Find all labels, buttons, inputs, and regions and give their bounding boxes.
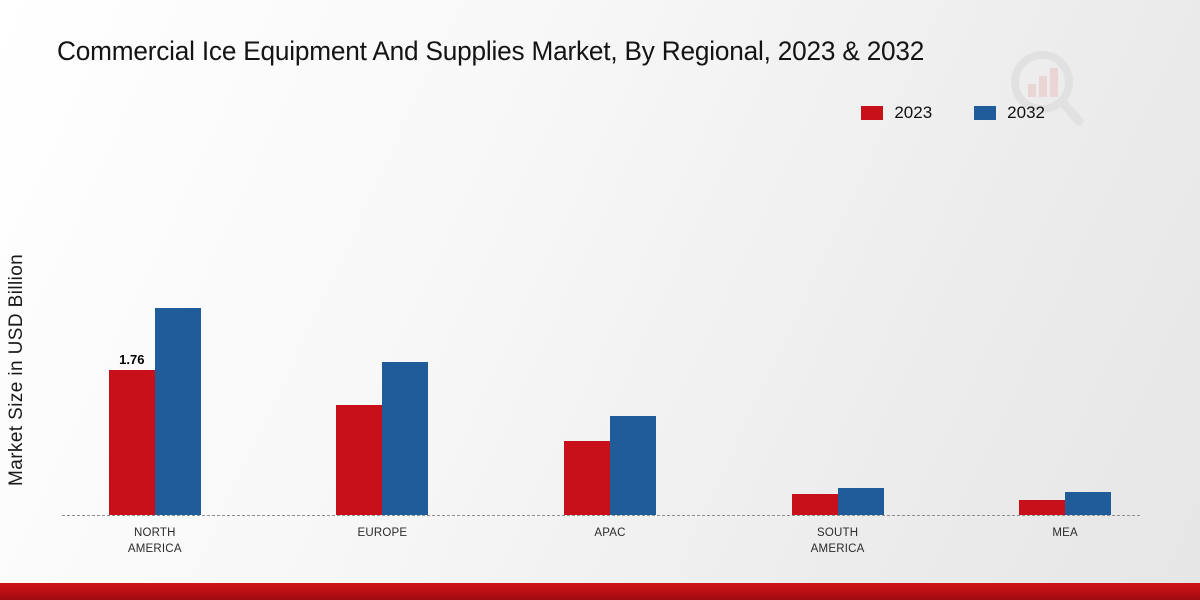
bar-2023-europe <box>336 405 383 515</box>
bar-groups: 1.76 <box>41 284 1179 515</box>
chart-title: Commercial Ice Equipment And Supplies Ma… <box>57 36 925 66</box>
bar-2023-apac <box>563 441 610 515</box>
legend-item-2023: 2023 <box>861 103 932 123</box>
legend-label-2032: 2032 <box>1007 103 1045 122</box>
legend-item-2032: 2032 <box>974 103 1045 123</box>
y-axis-label: Market Size in USD Billion <box>6 253 27 487</box>
bar-group-apac <box>563 416 656 515</box>
x-axis-baseline <box>62 515 1140 516</box>
category-label-europe: EUROPE <box>357 527 408 539</box>
bar-group-europe <box>336 362 429 515</box>
bar-group-north-america: 1.76 <box>108 308 201 515</box>
category-axis-labels: NORTH AMERICA EUROPE APAC SOUTH AMERICA MEA <box>41 525 1179 557</box>
category-label-north-america: NORTH AMERICA <box>127 527 182 556</box>
bar-2032-north-america <box>154 308 201 515</box>
legend: 2023 2032 <box>861 103 1045 123</box>
bar-2032-europe <box>382 362 429 515</box>
bar-group-south-america <box>791 488 884 515</box>
bar-2023-north-america <box>108 370 155 515</box>
bar-2023-south-america <box>791 494 838 515</box>
bar-group-mea <box>1019 492 1112 515</box>
bar-2032-mea <box>1065 492 1112 515</box>
footer-red-band <box>0 583 1200 600</box>
category-label-apac: APAC <box>594 527 626 539</box>
category-label-mea: MEA <box>1052 527 1078 539</box>
bar-2023-mea <box>1019 500 1066 515</box>
legend-swatch-2032 <box>974 106 997 120</box>
bar-2032-south-america <box>837 488 884 515</box>
legend-label-2023: 2023 <box>894 103 933 122</box>
legend-swatch-2023 <box>861 106 884 120</box>
plot-area: 1.76 NORTH AMERICA EUROPE APAC SOUTH AMERIC… <box>41 284 1179 555</box>
bar-2032-apac <box>609 416 656 515</box>
category-label-south-america: SOUTH AMERICA <box>810 527 865 556</box>
bar-value-label-2023-north-america: 1.76 <box>119 352 145 367</box>
